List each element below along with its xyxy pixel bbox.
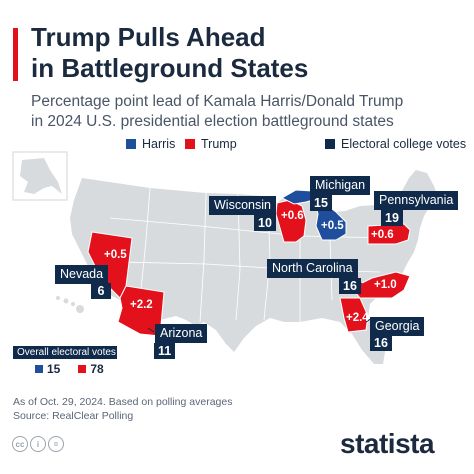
state-nevada: [87, 231, 133, 299]
georgia-lead: +2.4: [346, 312, 369, 324]
by-icon[interactable]: i: [30, 436, 46, 452]
hawaii-shape: [56, 296, 84, 313]
legend-harris-label: Harris: [142, 137, 176, 151]
legend-electoral-label: Electoral college votes: [341, 137, 467, 151]
overall-header: Overall electoral votes: [13, 346, 117, 359]
statista-wordmark: statista: [340, 428, 435, 459]
equals-icon[interactable]: =: [48, 436, 64, 452]
overall-harris-votes: 15: [47, 362, 61, 376]
statista-logo[interactable]: statista: [340, 428, 435, 460]
cc-icon[interactable]: cc: [12, 436, 28, 452]
title-line-2: in Battleground States: [31, 53, 309, 83]
license-icons: cc i =: [12, 436, 64, 452]
legend-electoral: Electoral college votes: [325, 137, 466, 151]
legend-trump-swatch: [185, 139, 195, 149]
wisconsin-label: Wisconsin: [209, 196, 276, 215]
state-north-carolina: [351, 271, 411, 299]
nevada-lead: +0.5: [104, 249, 127, 261]
arizona-lead: +2.2: [130, 299, 153, 311]
michigan-label: Michigan: [310, 176, 371, 195]
subtitle: Percentage point lead of Kamala Harris/D…: [31, 92, 403, 132]
georgia-label: Georgia: [370, 317, 425, 336]
legend-harris: Harris: [126, 137, 175, 151]
title-line-1: Trump Pulls Ahead: [31, 22, 266, 52]
michigan-lead: +0.5: [321, 220, 344, 232]
pennsylvania-votes: 19: [381, 210, 403, 226]
subtitle-line-1: Percentage point lead of Kamala Harris/D…: [31, 93, 404, 110]
overall-harris-swatch: [35, 365, 43, 373]
page-title: Trump Pulls Ahead in Battleground States: [31, 22, 308, 84]
north-carolina-lead: +1.0: [374, 279, 397, 291]
legend-trump: Trump: [185, 137, 237, 151]
title-accent-bar: [13, 28, 18, 81]
wisconsin-votes: 10: [254, 215, 276, 231]
overall-trump-votes: 78: [90, 362, 104, 376]
overall-row: 15 78: [13, 359, 117, 376]
footnote-source: Source: RealClear Polling: [13, 410, 134, 422]
alaska-shape: [20, 158, 62, 194]
footnote-note: As of Oct. 29, 2024. Based on polling av…: [13, 396, 233, 408]
overall-trump-swatch: [78, 365, 87, 373]
overall-electoral-votes: Overall electoral votes 15 78: [13, 346, 117, 380]
georgia-votes: 16: [370, 335, 392, 351]
state-borders: [109, 187, 391, 323]
nevada-votes: 6: [91, 283, 111, 299]
pennsylvania-label: Pennsylvania: [374, 191, 459, 210]
state-georgia: [339, 297, 369, 333]
michigan-votes: 15: [310, 195, 332, 211]
arizona-label: Arizona: [155, 324, 208, 343]
arizona-votes: 11: [154, 343, 176, 359]
legend-trump-label: Trump: [201, 137, 237, 151]
legend-harris-swatch: [126, 139, 136, 149]
subtitle-line-2: in 2024 U.S. presidential election battl…: [31, 113, 394, 130]
state-arizona: [117, 285, 165, 337]
nevada-label: Nevada: [55, 265, 109, 284]
pennsylvania-lead: +0.6: [371, 229, 394, 241]
wisconsin-lead: +0.6: [281, 210, 304, 222]
north-carolina-label: North Carolina: [267, 259, 358, 278]
state-pennsylvania: [367, 223, 411, 245]
legend-electoral-swatch: [325, 139, 335, 149]
north-carolina-votes: 16: [339, 278, 361, 294]
state-michigan-lower: [315, 205, 347, 241]
